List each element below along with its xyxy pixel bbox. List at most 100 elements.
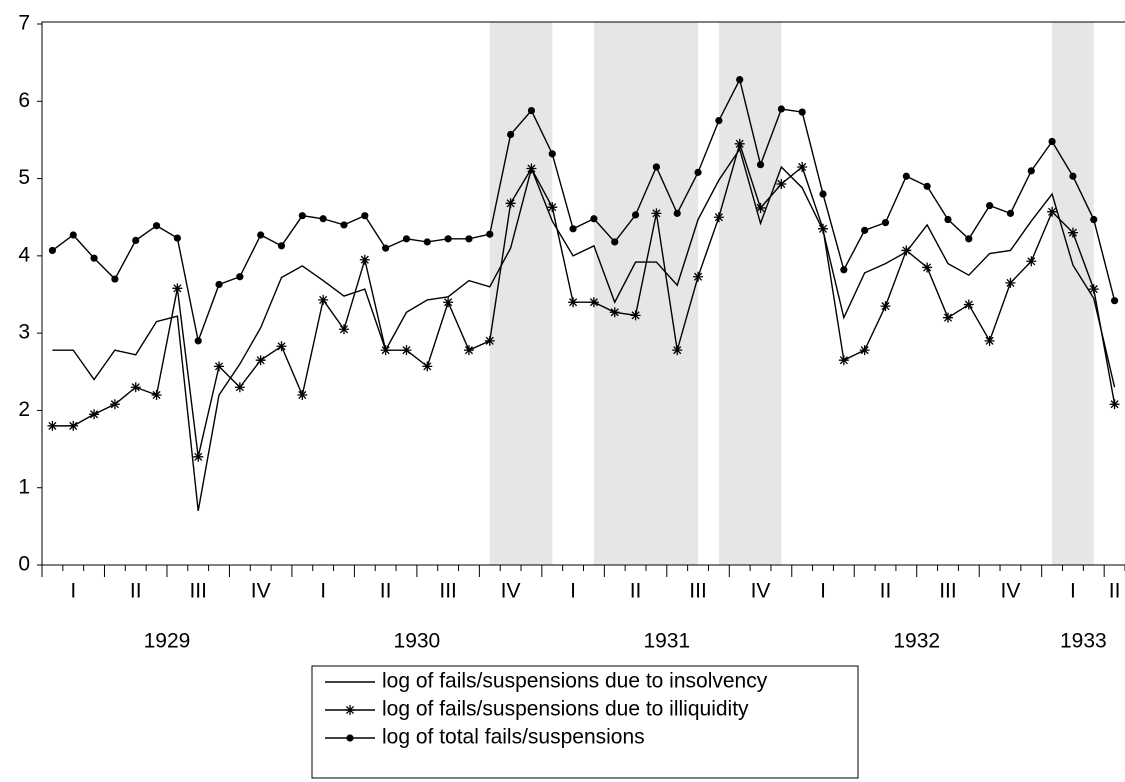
point-marker (236, 273, 244, 281)
point-marker (756, 161, 765, 169)
point-marker (736, 76, 744, 84)
point-marker (568, 297, 579, 308)
point-marker (881, 219, 890, 227)
shaded-period (718, 22, 782, 565)
shaded-period (593, 22, 699, 565)
point-marker (319, 215, 327, 223)
point-marker (47, 420, 58, 431)
point-marker (797, 161, 808, 172)
point-marker (255, 355, 266, 366)
point-marker (68, 420, 79, 431)
point-marker (1090, 215, 1098, 224)
point-marker (755, 202, 766, 213)
point-marker (1069, 172, 1077, 180)
point-marker (422, 361, 433, 372)
point-marker (590, 215, 598, 223)
legend-marker (345, 705, 355, 715)
point-marker (338, 324, 349, 335)
point-marker (923, 182, 931, 190)
point-marker (340, 221, 348, 229)
legend-marker (346, 734, 354, 742)
point-marker (901, 245, 912, 256)
y-tick-label: 3 (18, 321, 30, 344)
point-marker (986, 202, 994, 210)
quarter-label: II (630, 580, 642, 603)
point-marker (569, 225, 577, 233)
point-marker (318, 294, 329, 305)
point-marker (1027, 167, 1035, 175)
point-marker (380, 345, 391, 356)
point-marker (507, 130, 515, 139)
point-marker (382, 244, 390, 252)
point-marker (1088, 284, 1099, 295)
shaded-period (489, 22, 553, 565)
point-marker (173, 234, 181, 242)
point-marker (151, 389, 162, 400)
point-marker (777, 105, 785, 113)
quarter-label: III (439, 580, 457, 603)
point-marker (298, 212, 306, 220)
point-marker (1005, 277, 1016, 288)
point-marker (838, 355, 849, 366)
point-marker (193, 451, 204, 462)
point-marker (818, 223, 829, 234)
y-tick-label: 1 (18, 475, 30, 498)
point-marker (588, 297, 599, 308)
point-marker (297, 389, 308, 400)
point-marker (547, 202, 558, 213)
point-marker (798, 108, 806, 116)
quarter-label: IV (751, 580, 771, 603)
point-marker (130, 382, 141, 393)
legend-label: log of fails/suspensions due to illiquid… (382, 698, 749, 721)
point-marker (69, 231, 77, 239)
point-marker (734, 138, 745, 149)
point-marker (859, 345, 870, 356)
point-marker (965, 235, 973, 243)
point-marker (942, 312, 953, 323)
point-marker (548, 150, 556, 158)
point-marker (1067, 227, 1078, 238)
point-marker (922, 262, 933, 273)
point-marker (465, 235, 473, 243)
quarter-label: IV (501, 580, 521, 603)
point-marker (463, 345, 474, 356)
point-marker (1026, 256, 1037, 267)
year-label: 1930 (394, 630, 441, 653)
point-marker (861, 226, 869, 234)
point-marker (172, 283, 183, 294)
point-marker (630, 310, 641, 321)
y-tick-label: 6 (18, 89, 30, 112)
point-marker (505, 198, 516, 209)
point-marker (984, 335, 995, 346)
point-marker (111, 275, 119, 283)
point-marker (1048, 137, 1056, 146)
point-marker (609, 307, 620, 318)
point-marker (234, 382, 245, 393)
point-marker (276, 341, 287, 352)
quarter-label: II (130, 580, 142, 603)
quarter-label: II (1109, 580, 1121, 603)
point-marker (89, 409, 100, 420)
year-label: 1931 (643, 630, 690, 653)
point-marker (880, 301, 891, 312)
point-marker (215, 280, 223, 289)
year-label: 1932 (893, 630, 940, 653)
quarter-label: II (880, 580, 892, 603)
legend-label: log of fails/suspensions due to insolven… (382, 670, 768, 693)
point-marker (257, 231, 265, 239)
point-marker (527, 106, 536, 115)
point-marker (631, 211, 640, 219)
point-marker (214, 361, 225, 372)
point-marker (277, 242, 286, 250)
point-marker (401, 345, 412, 356)
point-marker (132, 236, 140, 244)
y-tick-label: 4 (18, 243, 30, 266)
quarter-label: III (189, 580, 207, 603)
point-marker (694, 168, 702, 176)
point-marker (361, 212, 369, 220)
point-marker (963, 299, 974, 310)
series-line (51, 77, 1116, 344)
quarter-label: III (689, 580, 707, 603)
point-marker (109, 399, 120, 410)
